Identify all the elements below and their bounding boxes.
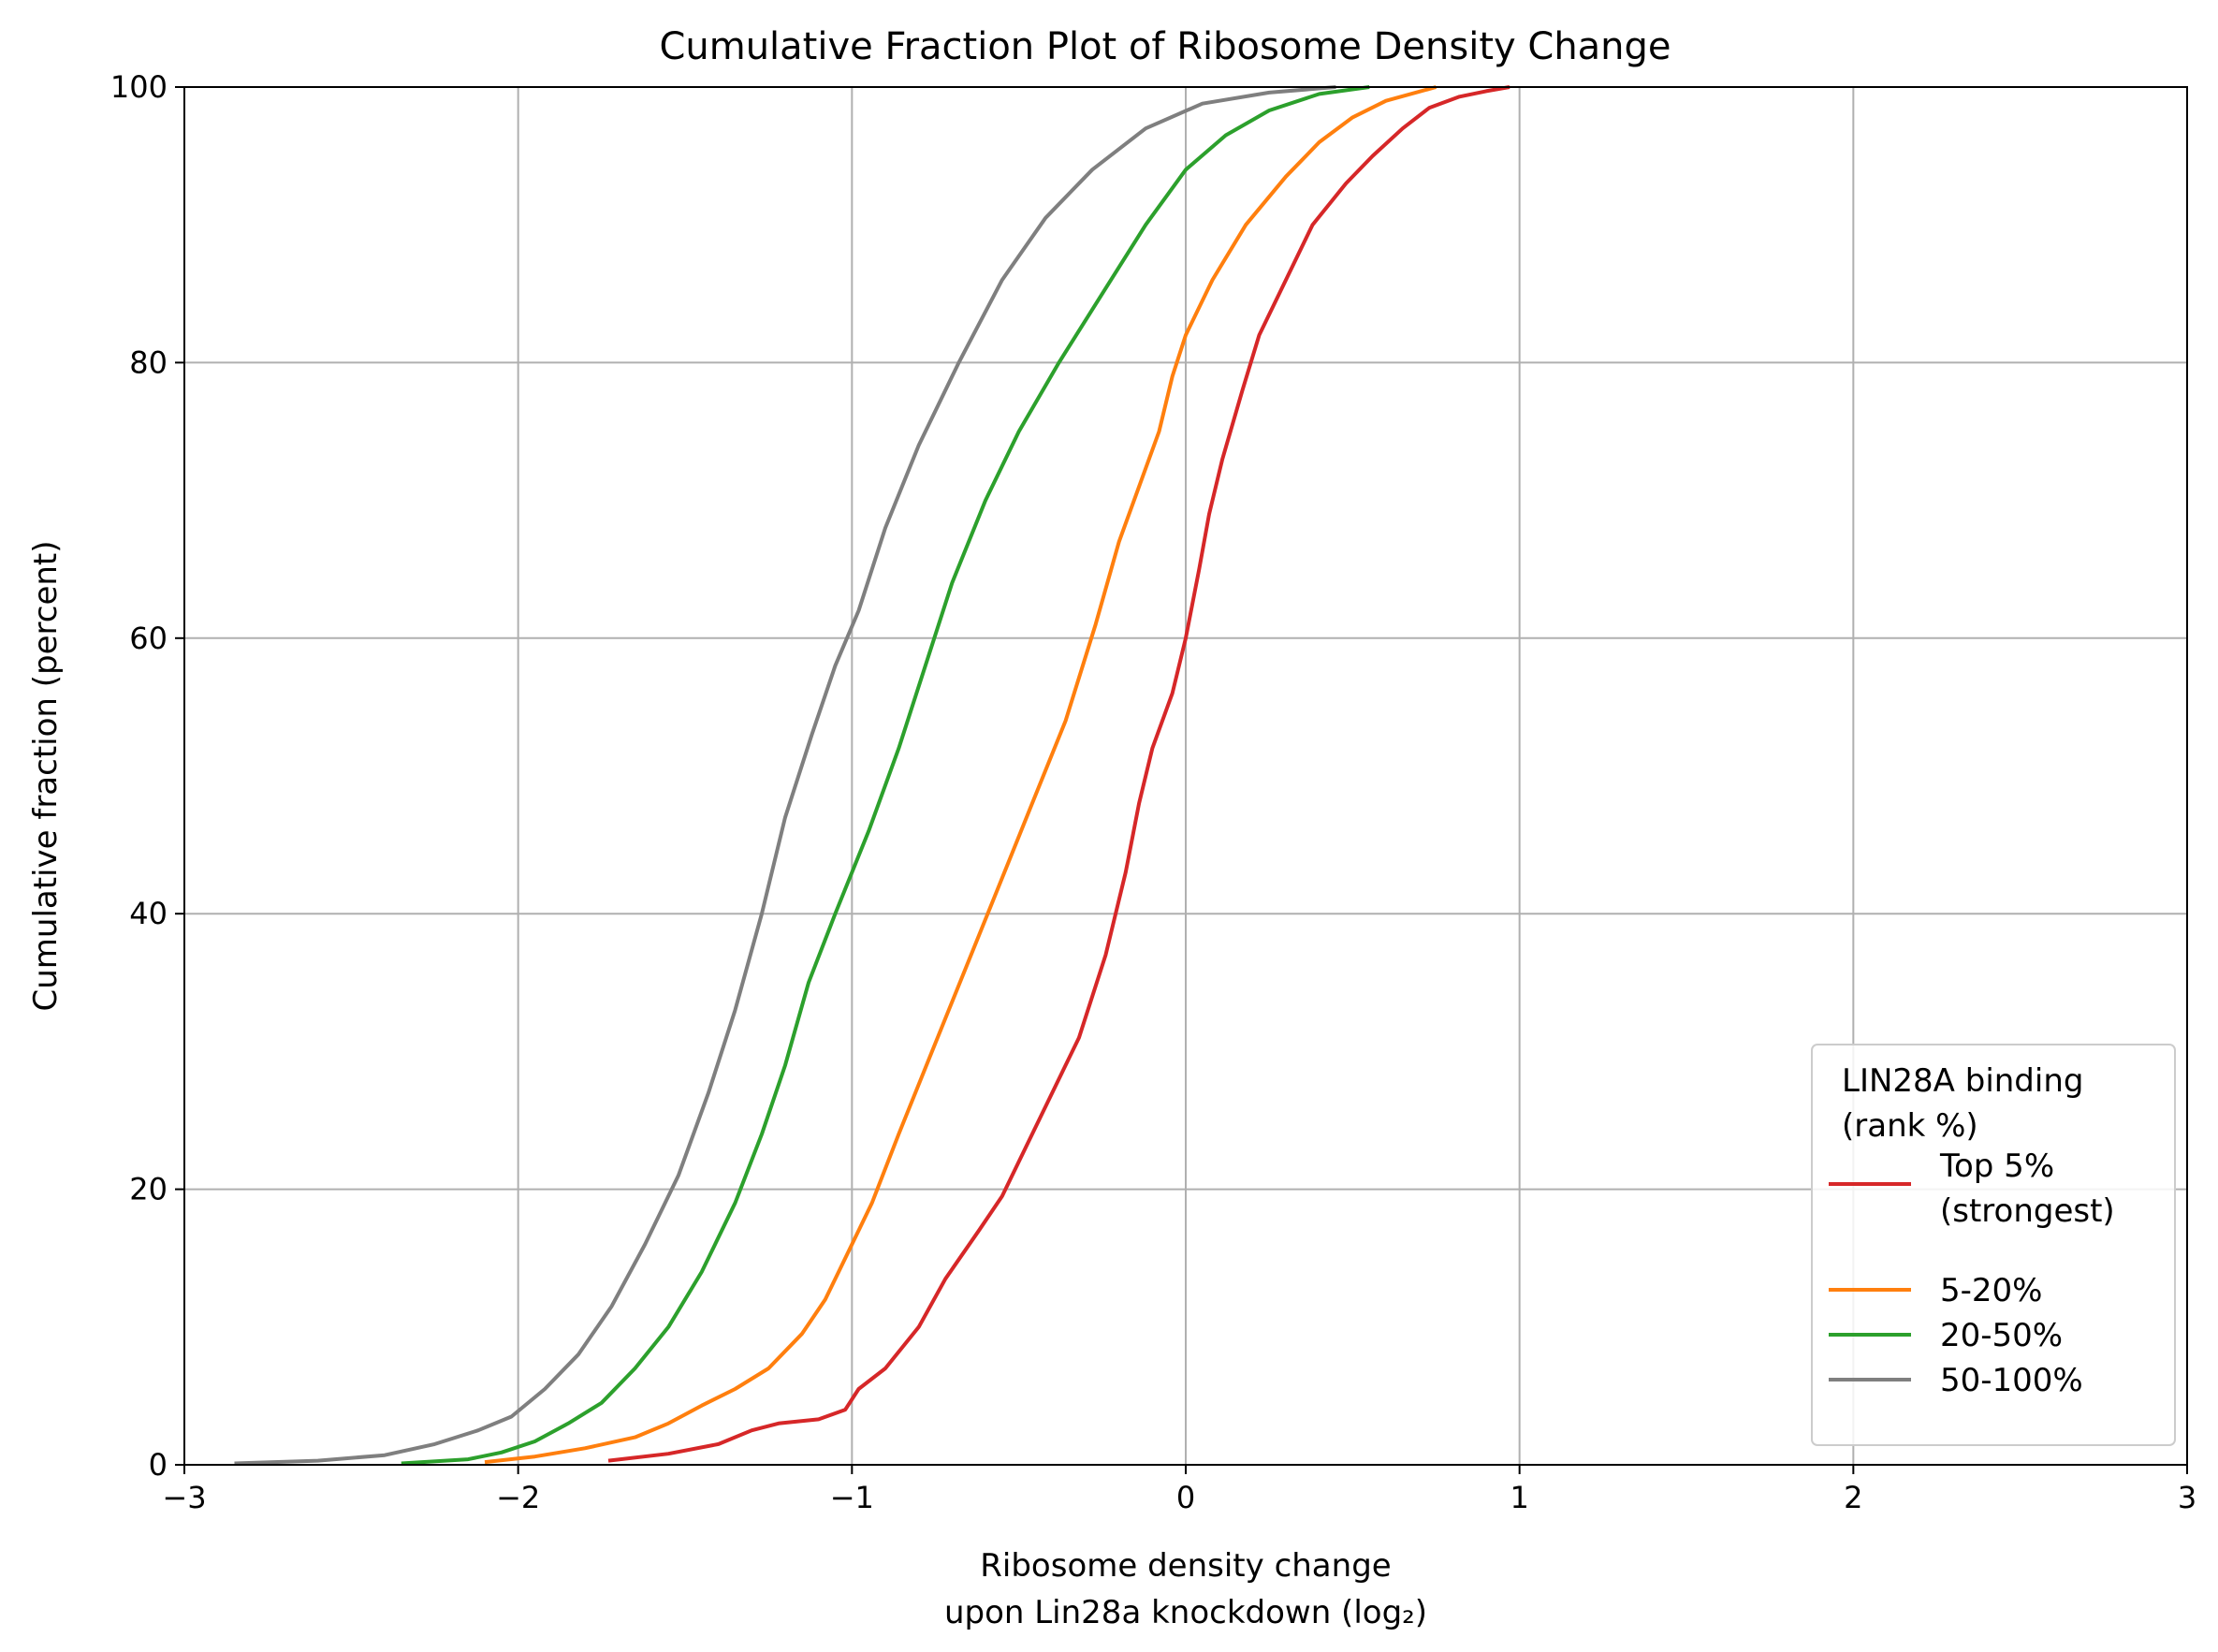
legend-label-50-100-: 50-100% — [1940, 1362, 2083, 1399]
x-axis: −3 −2 −1 0 1 2 3 — [162, 1465, 2196, 1515]
y-axis: 0 20 40 60 80 100 — [110, 69, 184, 1483]
legend-title-line2: (rank %) — [1842, 1107, 1978, 1145]
legend-label-top-5--line2: (strongest) — [1940, 1192, 2115, 1230]
legend-box — [1811, 1044, 2176, 1446]
x-tick-label: −2 — [496, 1480, 540, 1515]
series-line-top-5- — [607, 85, 1510, 1463]
x-tick-label: 3 — [2178, 1480, 2196, 1515]
y-tick-label: 0 — [149, 1447, 168, 1483]
y-tick-label: 20 — [129, 1172, 168, 1207]
x-tick-label: 1 — [1510, 1480, 1528, 1515]
series-line-50-100- — [234, 85, 1336, 1466]
series-line-20-50- — [401, 85, 1370, 1466]
y-tick-label: 40 — [129, 896, 168, 931]
x-axis-label-line2: upon Lin28a knockdown (log₂) — [944, 1594, 1427, 1631]
y-tick-label: 80 — [129, 344, 168, 380]
legend-label-top-5-: Top 5% — [1939, 1148, 2054, 1185]
y-tick-label: 60 — [129, 621, 168, 656]
x-tick-label: 2 — [1844, 1480, 1862, 1515]
legend-title-line1: LIN28A binding — [1842, 1062, 2083, 1100]
legend: LIN28A binding (rank %) Top 5% (strongest… — [1811, 1044, 2176, 1446]
plot-series — [234, 85, 1510, 1466]
x-tick-label: −1 — [830, 1480, 874, 1515]
legend-label-5-20-: 5-20% — [1940, 1272, 2042, 1309]
x-axis-label-line1: Ribosome density change — [980, 1547, 1391, 1585]
y-tick-label: 100 — [110, 69, 168, 105]
series-line-5-20- — [484, 85, 1437, 1465]
chart-title: Cumulative Fraction Plot of Ribosome Den… — [659, 25, 1671, 68]
y-axis-label: Cumulative fraction (percent) — [27, 540, 65, 1011]
legend-label-20-50-: 20-50% — [1940, 1317, 2063, 1354]
x-tick-label: −3 — [162, 1480, 206, 1515]
x-tick-label: 0 — [1176, 1480, 1195, 1515]
